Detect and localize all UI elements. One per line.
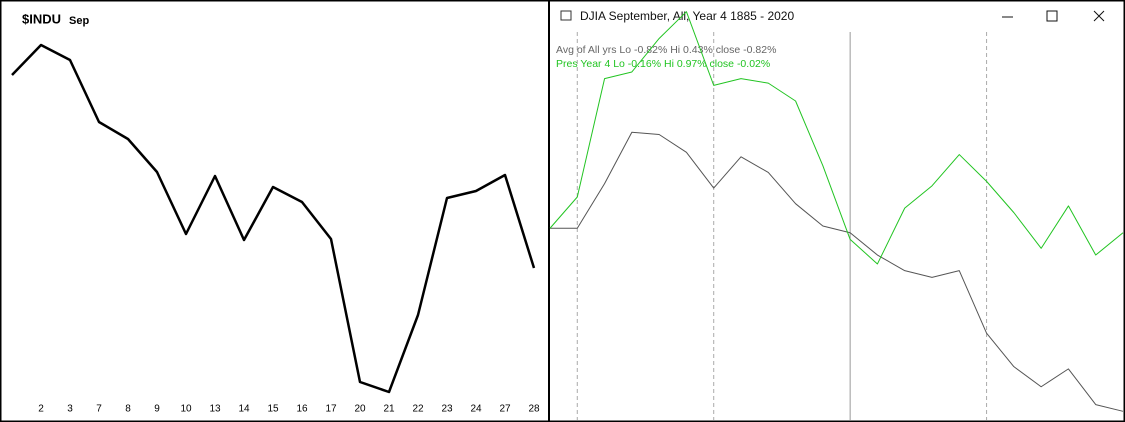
x-tick-label: 8 <box>125 404 131 415</box>
x-tick-label: 21 <box>383 404 395 415</box>
x-tick-label: 23 <box>441 404 453 415</box>
legend-entry: Pres Year 4 Lo -0.16% Hi 0.97% close -0.… <box>556 58 770 70</box>
line-series <box>549 11 1124 265</box>
x-tick-label: 16 <box>296 404 308 415</box>
x-tick-label: 20 <box>354 404 366 415</box>
x-tick-label: 27 <box>499 404 511 415</box>
x-tick-label: 28 <box>528 404 540 415</box>
x-tick-label: 22 <box>412 404 424 415</box>
chart-title: $INDU <box>22 11 61 26</box>
window-title: DJIA September, All, Year 4 1885 - 2020 <box>580 9 794 23</box>
line-series <box>550 131 1124 412</box>
x-tick-label: 17 <box>325 404 337 415</box>
x-tick-label: 7 <box>96 404 102 415</box>
title-bar: DJIA September, All, Year 4 1885 - 2020 <box>560 9 1105 23</box>
line-series <box>11 43 536 394</box>
x-tick-label: 13 <box>209 404 221 415</box>
x-tick-label: 9 <box>154 404 160 415</box>
maximize-button[interactable] <box>1046 10 1058 22</box>
chart-subtitle: Sep <box>69 15 89 27</box>
x-tick-label: 24 <box>470 404 482 415</box>
x-tick-label: 15 <box>267 404 279 415</box>
window-icon <box>560 10 572 21</box>
close-button[interactable] <box>1093 10 1105 22</box>
legend-entry: Avg of All yrs Lo -0.82% Hi 0.43% close … <box>556 44 776 56</box>
x-tick-label: 2 <box>38 404 44 415</box>
x-tick-label: 14 <box>238 404 250 415</box>
x-tick-label: 10 <box>180 404 192 415</box>
x-tick-label: 3 <box>67 404 73 415</box>
